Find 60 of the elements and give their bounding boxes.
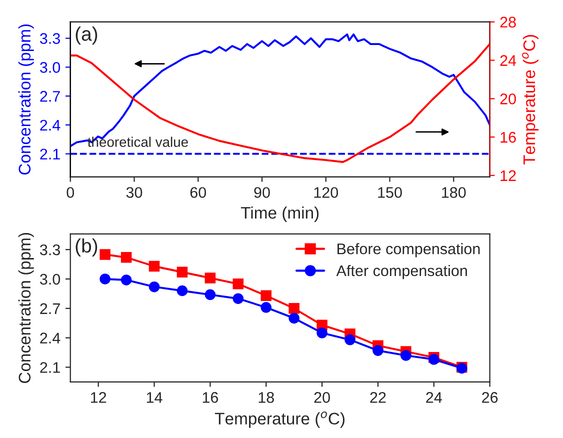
y2-tick-label: 28 (500, 16, 516, 28)
y-tick-label: 3.0 (40, 62, 60, 73)
y-tick-label: 3.0 (40, 274, 60, 285)
legend-label: Before compensation (338, 243, 480, 258)
point (344, 334, 356, 346)
x-tick-label: 22 (370, 392, 386, 403)
annotation: (b) (76, 238, 98, 256)
y-tick-label: 2.7 (40, 90, 60, 102)
x-tick-label: 12 (91, 392, 106, 403)
y-tick-label: 2.1 (40, 362, 60, 373)
x-tick-label: 30 (126, 187, 142, 198)
y-tick-label: 2.4 (40, 120, 60, 130)
point (148, 260, 160, 272)
y-axis-title: Concentration (ppm) (18, 232, 34, 384)
point (100, 249, 110, 260)
y2-axis-title: Temperature ($^{o}$C) (522, 35, 538, 165)
annotation: (a) (76, 26, 98, 45)
point (400, 350, 412, 361)
x-tick-label: 14 (146, 392, 162, 403)
point (372, 345, 384, 356)
annotation: theoretical value (88, 136, 188, 147)
y-tick-label: 3.3 (40, 33, 60, 44)
x-tick-label: 120 (314, 187, 338, 198)
legend-label: After compensation (336, 264, 467, 280)
x-tick-label: 26 (482, 392, 498, 403)
point (176, 266, 188, 278)
x-axis-title: Temperature ($^{o}$C) (214, 411, 344, 428)
x-tick-label: 90 (254, 187, 270, 198)
point (100, 274, 110, 284)
point (204, 272, 216, 284)
point (176, 285, 188, 296)
x-tick-label: 18 (258, 392, 274, 403)
point (288, 303, 300, 314)
y2-tick-label: 12 (500, 170, 516, 181)
point (288, 312, 300, 324)
y2-tick-label: 16 (500, 132, 516, 143)
y-axis-title: Concentration (ppm) (18, 24, 34, 175)
point (148, 281, 160, 292)
x-tick-label: 16 (202, 392, 218, 403)
y2-tick-label: 24 (500, 55, 516, 66)
y-tick-label: 2.1 (40, 148, 60, 160)
y2-tick-label: 20 (500, 94, 516, 104)
y-tick-label: 3.3 (40, 244, 60, 256)
point (232, 278, 244, 290)
y-tick-label: 2.7 (40, 303, 60, 314)
x-tick-label: 150 (378, 187, 402, 198)
x-tick-label: 20 (314, 392, 330, 403)
point (232, 293, 244, 304)
y-tick-label: 2.4 (40, 332, 60, 344)
x-tick-label: 0 (66, 187, 74, 198)
x-tick-label: 60 (190, 187, 206, 198)
point (316, 328, 328, 338)
point (120, 252, 132, 263)
x-tick-label: 24 (426, 392, 442, 403)
point (204, 289, 216, 300)
point (260, 302, 272, 313)
point (260, 290, 272, 302)
x-tick-label: 180 (442, 187, 466, 198)
point (120, 274, 132, 286)
x-axis-title: Time (min) (240, 206, 319, 222)
